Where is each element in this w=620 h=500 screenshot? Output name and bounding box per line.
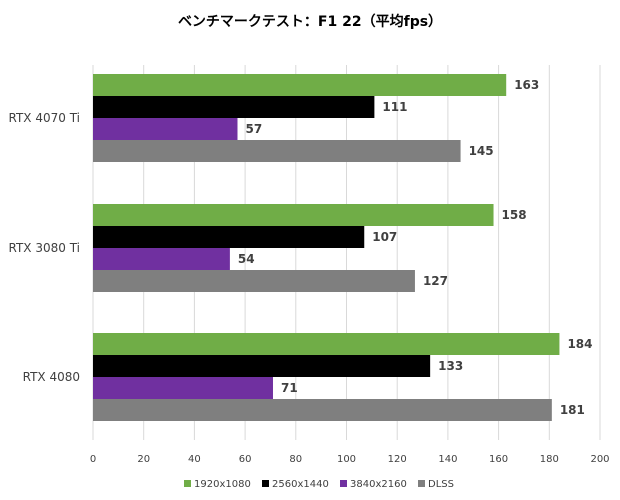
category-label: RTX 4080	[23, 370, 80, 384]
legend-label: 2560x1440	[272, 479, 329, 490]
bar	[93, 333, 560, 355]
x-tick-label: 0	[90, 454, 96, 465]
bars: 163 111 57 145 158 107 54 127 184 133 71 181	[93, 74, 593, 421]
category-label: RTX 3080 Ti	[9, 241, 80, 255]
bar-value-label: 163	[514, 78, 539, 92]
x-tick-label: 20	[137, 454, 150, 465]
legend-swatch	[184, 480, 191, 487]
bar	[93, 140, 461, 162]
bar	[93, 204, 494, 226]
bar	[93, 355, 431, 377]
bar	[93, 377, 273, 399]
chart-title: ベンチマークテスト：F1 22（平均fps）	[178, 13, 442, 30]
legend-label: 3840x2160	[350, 479, 407, 490]
x-tick-label: 40	[188, 454, 201, 465]
x-tick-label: 120	[388, 454, 407, 465]
bar	[93, 118, 238, 140]
legend-label: DLSS	[428, 479, 454, 490]
bar-value-label: 57	[245, 122, 262, 136]
bar-value-label: 54	[238, 252, 255, 266]
category-labels: RTX 4070 Ti RTX 3080 Ti RTX 4080	[9, 111, 80, 384]
bar-value-label: 181	[560, 403, 585, 417]
legend-swatch	[340, 480, 347, 487]
x-tick-label: 60	[239, 454, 252, 465]
bar-value-label: 133	[438, 359, 463, 373]
bar	[93, 96, 375, 118]
bar	[93, 248, 230, 270]
x-tick-label: 180	[540, 454, 559, 465]
bar-value-label: 107	[372, 230, 397, 244]
x-tick-label: 100	[337, 454, 356, 465]
x-tick-labels: 0 20 40 60 80 100 120 140 160 180 200	[90, 454, 610, 465]
bar-value-label: 184	[567, 337, 592, 351]
bar-value-label: 127	[423, 274, 448, 288]
x-tick-label: 140	[438, 454, 457, 465]
x-tick-label: 80	[289, 454, 302, 465]
legend-label: 1920x1080	[194, 479, 251, 490]
bar-value-label: 158	[502, 208, 527, 222]
legend-swatch	[262, 480, 269, 487]
bar	[93, 270, 415, 292]
bar	[93, 74, 507, 96]
bar-value-label: 111	[382, 100, 407, 114]
bar	[93, 399, 552, 421]
bar-value-label: 145	[469, 144, 494, 158]
bar-value-label: 71	[281, 381, 298, 395]
x-tick-label: 200	[590, 454, 609, 465]
x-tick-label: 160	[489, 454, 508, 465]
category-label: RTX 4070 Ti	[9, 111, 80, 125]
bar	[93, 226, 365, 248]
legend: 1920x1080 2560x1440 3840x2160 DLSS	[184, 479, 454, 490]
legend-swatch	[418, 480, 425, 487]
